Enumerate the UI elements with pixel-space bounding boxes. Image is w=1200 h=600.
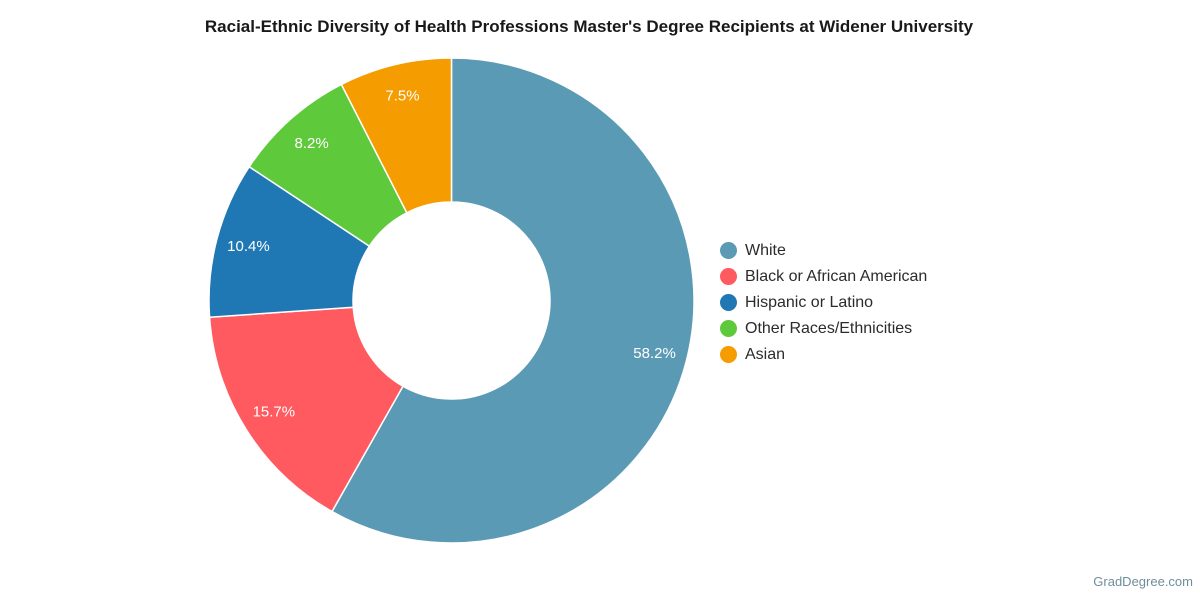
svg-text:15.7%: 15.7% — [253, 403, 296, 420]
svg-text:7.5%: 7.5% — [385, 87, 419, 104]
svg-text:8.2%: 8.2% — [295, 135, 329, 152]
svg-text:10.4%: 10.4% — [227, 238, 270, 255]
svg-text:58.2%: 58.2% — [633, 345, 676, 362]
